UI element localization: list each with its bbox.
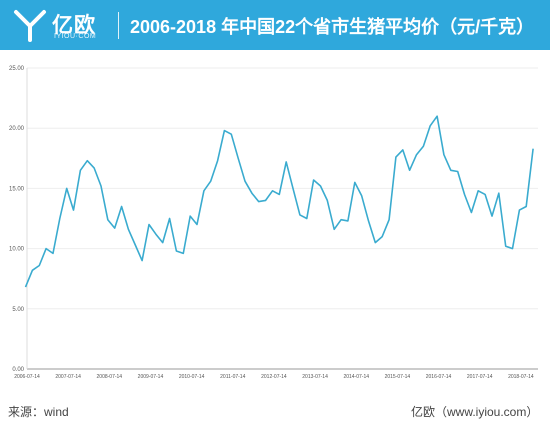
x-tick-label: 2013-07-14 (302, 374, 328, 380)
chart-title: 2006-2018 年中国22个省市生猪平均价（元/千克） (130, 17, 535, 37)
y-tick-label: 25.00 (9, 66, 25, 72)
x-tick-label: 2014-07-14 (343, 374, 369, 380)
x-tick-label: 2006-07-14 (14, 374, 40, 380)
x-tick-label: 2008-07-14 (97, 374, 123, 380)
y-tick-label: 15.00 (9, 186, 25, 192)
iyiou-logo-icon (14, 10, 46, 42)
x-tick-label: 2011-07-14 (220, 374, 245, 380)
y-tick-label: 5.00 (12, 307, 24, 313)
header-divider (118, 12, 119, 39)
x-tick-label: 2007-07-14 (55, 374, 81, 380)
source-label: 来源：wind (8, 405, 69, 419)
site-label: 亿欧（www.iyiou.com） (411, 405, 539, 419)
x-tick-label: 2010-07-14 (179, 374, 205, 380)
y-tick-label: 0.00 (12, 367, 24, 373)
x-tick-label: 2018-07-14 (508, 374, 534, 380)
y-tick-label: 10.00 (9, 247, 25, 253)
logo-text: 亿欧 (52, 14, 96, 37)
series-line (24, 115, 534, 288)
header-bar: 亿欧 IYIOU·COM 2006-2018 年中国22个省市生猪平均价（元/千… (0, 0, 550, 50)
x-tick-label: 2009-07-14 (138, 374, 164, 380)
line-chart: 0.00 5.00 10.00 15.00 20.00 25.00 2006-07-14 20… (9, 66, 538, 380)
y-tick-label: 20.00 (9, 126, 25, 132)
x-tick-label: 2015-07-14 (385, 374, 411, 380)
x-tick-label: 2017-07-14 (467, 374, 493, 380)
x-tick-label: 2016-07-14 (426, 374, 452, 380)
x-tick-label: 2012-07-14 (261, 374, 287, 380)
logo-subtext: IYIOU·COM (54, 33, 97, 40)
